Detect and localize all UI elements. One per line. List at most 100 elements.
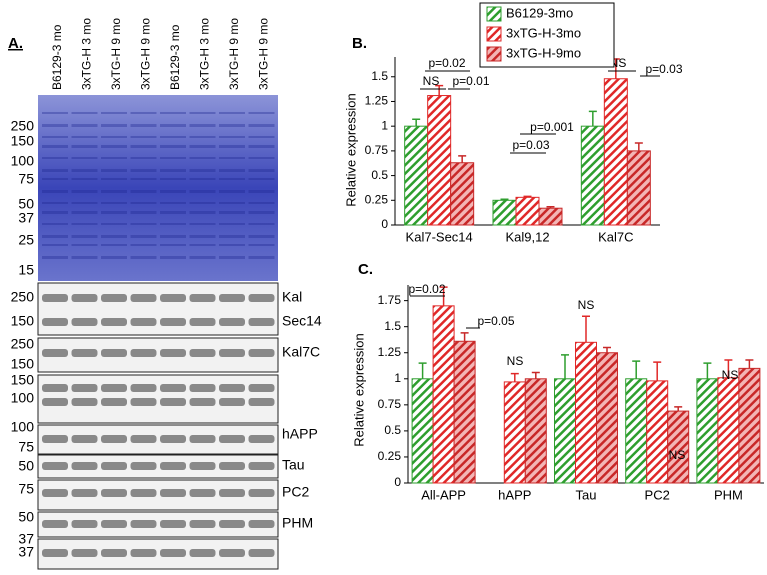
bar: [538, 207, 563, 226]
blot-band: [189, 398, 216, 406]
bar: [738, 367, 761, 484]
gel-band: [219, 124, 245, 127]
gel-band: [189, 211, 216, 214]
gel-band: [219, 112, 245, 114]
blot-band: [189, 435, 216, 443]
bar: [450, 162, 475, 226]
bar: [404, 125, 429, 226]
lane-label: 3xTG-H 9 mo: [139, 18, 153, 90]
error-bar: [510, 372, 519, 382]
blot-band: [219, 520, 245, 528]
error-bar: [582, 315, 590, 343]
gel-band: [160, 145, 186, 148]
blot-marker: 37: [18, 544, 34, 560]
blot-band: [101, 520, 127, 528]
y-tick-label: 0: [394, 475, 401, 489]
gel-band: [130, 211, 157, 214]
gel-marker: 75: [18, 171, 34, 187]
blot-band: [130, 294, 157, 302]
y-tick-label: 1: [381, 118, 388, 132]
blot-band: [189, 349, 216, 357]
annotation: NS: [507, 354, 524, 368]
lane-label: 3xTG-H 3 mo: [198, 18, 212, 90]
gel-band: [42, 256, 68, 259]
gel-band: [189, 223, 216, 225]
bar: [432, 305, 455, 484]
blot-band: [42, 462, 68, 470]
gel-band: [219, 136, 245, 138]
band-label: Sec14: [282, 313, 322, 329]
blot-band: [160, 462, 186, 470]
error-bar: [632, 360, 641, 379]
gel-band: [130, 256, 157, 259]
annotation: p=0.03: [645, 62, 682, 76]
gel-band: [101, 169, 127, 172]
blot-band: [101, 489, 127, 497]
gel-band: [71, 235, 98, 238]
error-bar: [460, 332, 469, 342]
gel-band: [130, 145, 157, 148]
gel-band: [130, 112, 157, 114]
band-label: Tau: [282, 457, 305, 473]
annotation: p=0.02: [408, 282, 445, 296]
gel-band: [189, 190, 216, 193]
gel-band: [248, 157, 275, 159]
legend-label: 3xTG-H-9mo: [506, 45, 581, 60]
error-bar: [674, 406, 683, 412]
gel-band: [130, 190, 157, 193]
lane-label: 3xTG-H 9 mo: [257, 18, 271, 90]
y-axis-label: Relative expression: [343, 93, 358, 206]
lane-label: B6129-3 mo: [168, 24, 182, 90]
gel-band: [160, 136, 186, 138]
blot-band: [42, 520, 68, 528]
blot-band: [160, 489, 186, 497]
blot-band: [189, 489, 216, 497]
blot-band: [71, 520, 98, 528]
blot-marker: 37: [18, 531, 34, 547]
x-tick-label: All-APP: [421, 487, 466, 502]
gel-band: [101, 244, 127, 246]
bar: [717, 377, 740, 484]
gel-band: [71, 124, 98, 127]
gel-band: [42, 112, 68, 114]
bar: [603, 78, 628, 226]
blot-marker: 150: [11, 372, 35, 388]
gel-marker: 15: [18, 262, 34, 278]
blot-band: [101, 349, 127, 357]
blot-band: [130, 549, 157, 557]
gel-band: [101, 178, 127, 180]
gel-band: [248, 124, 275, 127]
gel-band: [130, 202, 157, 204]
gel-band: [219, 157, 245, 159]
gel-image: [38, 95, 278, 281]
y-tick-label: 0.5: [384, 423, 401, 437]
blot-band: [160, 294, 186, 302]
blot-band: [101, 384, 127, 392]
blot-band: [71, 489, 98, 497]
error-bar: [523, 195, 532, 198]
blot-band: [130, 349, 157, 357]
panel-label: C.: [358, 261, 373, 278]
gel-band: [101, 190, 127, 193]
lane-label: 3xTG-H 9 mo: [109, 18, 123, 90]
error-bar: [500, 198, 509, 201]
blot-band: [160, 435, 186, 443]
gel-band: [248, 211, 275, 214]
gel-band: [160, 256, 186, 259]
blot-marker: 150: [11, 313, 35, 329]
gel-band: [248, 178, 275, 180]
blot-band: [219, 318, 245, 326]
bar: [515, 196, 540, 226]
blot-band: [101, 549, 127, 557]
gel-band: [248, 145, 275, 148]
blot-band: [42, 435, 68, 443]
blot-band: [219, 549, 245, 557]
gel-band: [42, 211, 68, 214]
bar: [427, 95, 452, 226]
gel-band: [189, 244, 216, 246]
annotation: p=0.001: [530, 120, 574, 134]
gel-band: [248, 244, 275, 246]
gel-band: [160, 202, 186, 204]
annotation: p=0.03: [512, 138, 549, 152]
gel-band: [160, 190, 186, 193]
